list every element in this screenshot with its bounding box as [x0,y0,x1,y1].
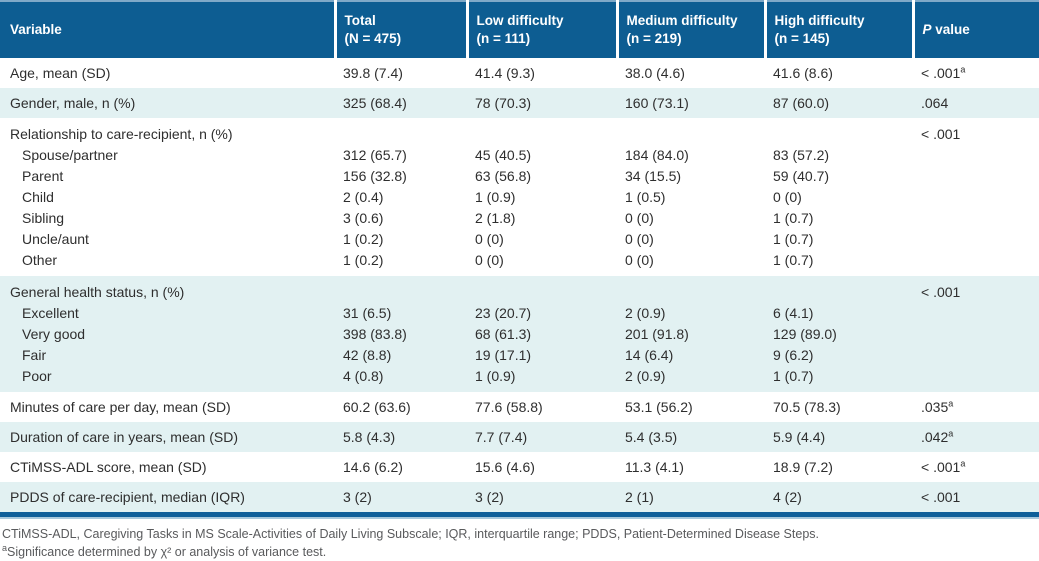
sub-variable-label: Sibling [22,210,65,226]
p-value-cell: .035a [921,398,954,415]
footnotes: CTiMSS-ADL, Caregiving Tasks in MS Scale… [0,526,1039,561]
value-cell: 45 (40.5) 63 (56.8) 1 (0.9) 2 (1.8) 0 (0) 0 (… [475,147,532,268]
value-cell: 4 (2) [765,482,913,512]
sub-variable-label: Uncle/aunt [22,231,89,247]
value-cell: 18.9 (7.2) [773,459,833,475]
p-value-cell: < .001a [921,64,966,81]
column-header-5: P value [911,0,1039,58]
value-cell: 60.2 (63.6) [343,399,411,415]
sub-variable-label: Child [22,189,54,205]
value-cell: 5.4 (3.5) [617,422,765,452]
value-cell: 160 (73.1) [617,88,765,118]
variable-label: Gender, male, n (%) [0,88,335,118]
variable-label: PDDS of care-recipient, median (IQR) [0,482,335,512]
value-cell: 70.5 (78.3) [773,399,841,415]
footnote-abbreviations: CTiMSS-ADL, Caregiving Tasks in MS Scale… [2,527,819,541]
variable-label: Age, mean (SD) [10,65,111,81]
value-cell: 78 (70.3) [467,88,617,118]
table-row: Duration of care in years, mean (SD) 5.8 … [0,422,1039,452]
table-row: Relationship to care-recipient, n (%) Spo… [0,118,1039,276]
value-cell: 31 (6.5) 398 (83.8) 42 (8.8) 4 (0.8) [335,276,467,392]
value-cell: 39.8 (7.4) [343,65,403,81]
sub-variable-label: Poor [22,368,52,384]
value-cell: 41.4 (9.3) [475,65,535,81]
value-cell: 23 (20.7) 68 (61.3) 19 (17.1) 1 (0.9) [467,276,617,392]
value-cell: 15.6 (4.6) [475,459,535,475]
value-cell: 184 (84.0) 34 (15.5) 1 (0.5) 0 (0) 0 (0) 0 (0… [625,147,689,268]
sub-variable-label: Other [22,252,58,268]
table-row: Minutes of care per day, mean (SD) 60.2 (… [0,392,1039,422]
sub-variable-label: Fair [22,347,47,363]
variable-group-label: General health status, n (%) Excellent Ver… [0,276,335,392]
value-cell: 6 (4.1) 129 (89.0) 9 (6.2) 1 (0.7) [765,276,913,392]
p-value-cell: < .001 [913,276,1039,392]
value-cell: 2 (0.9) 201 (91.8) 14 (6.4) 2 (0.9) [617,276,765,392]
value-cell: 7.7 (7.4) [467,422,617,452]
column-header-2: Low difficulty (n = 111) [465,0,617,58]
variable-label: Duration of care in years, mean (SD) [0,422,335,452]
p-value-cell: < .001 [921,126,961,142]
variable-label: CTiMSS-ADL score, mean (SD) [10,459,207,475]
value-cell: 3 (2) [335,482,467,512]
variable-label: Minutes of care per day, mean (SD) [10,399,231,415]
value-cell: 5.8 (4.3) [335,422,467,452]
column-header-4: High difficulty (n = 145) [763,0,913,58]
value-cell: 41.6 (8.6) [773,65,833,81]
table-bottom-rule [0,512,1039,519]
column-header-0: Variable [0,0,335,58]
footnote-significance-text: Significance determined by χ² or analysi… [7,544,327,559]
p-value-cell: .042a [913,422,1039,452]
characteristics-table: Variable Total (N = 475) Low difficulty (n =… [0,0,1039,512]
sub-variable-label: Spouse/partner [22,147,118,163]
table-row: PDDS of care-recipient, median (IQR) 3 (2… [0,482,1039,512]
column-header-3: Medium difficulty (n = 219) [615,0,765,58]
value-cell: 5.9 (4.4) [765,422,913,452]
value-cell: 325 (68.4) [335,88,467,118]
value-cell: 3 (2) [467,482,617,512]
value-cell: 11.3 (4.1) [625,459,684,475]
column-header-1: Total (N = 475) [333,0,467,58]
sub-variable-label: Very good [22,326,86,342]
sub-variable-label: Parent [22,168,64,184]
p-value-cell: .064 [913,88,1039,118]
value-cell: 53.1 (56.2) [625,399,693,415]
variable-group-label: Relationship to care-recipient, n (%) Spo… [0,118,335,276]
p-value-cell: < .001a [921,458,966,475]
footnote-significance: aSignificance determined by χ² or analys… [2,542,1039,561]
footnote-marker: a [2,542,8,553]
p-value-cell: < .001 [913,482,1039,512]
value-cell: 77.6 (58.8) [475,399,543,415]
table-row: CTiMSS-ADL score, mean (SD) 14.6 (6.2) 15.… [0,452,1039,482]
table-row: General health status, n (%) Excellent Ver… [0,276,1039,392]
value-cell: 2 (1) [617,482,765,512]
value-cell: 38.0 (4.6) [625,65,685,81]
table-row: Age, mean (SD) 39.8 (7.4) 41.4 (9.3) 38.0 (… [0,58,1039,88]
value-cell: 87 (60.0) [765,88,913,118]
value-cell: 14.6 (6.2) [343,459,403,475]
value-cell: 312 (65.7) 156 (32.8) 2 (0.4) 3 (0.6) 1 (0.2… [343,147,407,268]
value-cell: 83 (57.2) 59 (40.7) 0 (0) 1 (0.7) 1 (0.7) 1 (… [773,147,830,268]
sub-variable-label: Excellent [22,305,79,321]
table-row: Gender, male, n (%) 325 (68.4) 78 (70.3) 16… [0,88,1039,118]
header-row: Variable Total (N = 475) Low difficulty (n =… [0,0,1039,58]
